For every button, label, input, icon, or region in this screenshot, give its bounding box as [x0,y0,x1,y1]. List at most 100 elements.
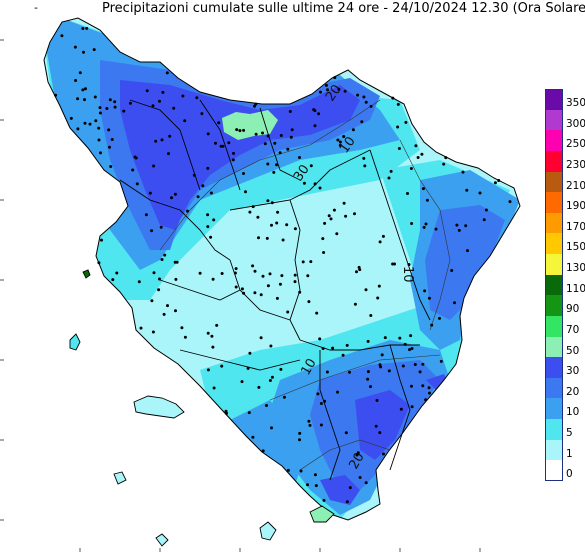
station-dot [430,323,434,327]
station-dot [425,198,429,202]
station-dot [220,364,224,368]
station-dot [220,272,224,275]
station-dot [299,469,303,473]
island-montecristo [155,533,169,547]
legend-swatch [545,357,563,378]
station-dot [183,119,187,123]
station-dot [161,90,165,94]
station-dot [389,169,393,173]
station-dot [355,453,359,457]
station-dot [83,98,86,102]
station-dot [150,229,154,233]
station-dot [210,334,214,338]
legend-label: 70 [566,323,580,336]
station-dot [422,225,426,229]
band-20-30-east [425,205,505,320]
station-dot [358,476,362,479]
station-dot [235,128,239,132]
station-dot [364,100,368,104]
station-dot [309,260,313,264]
island-giannutri [309,505,335,523]
station-dot [254,102,258,106]
station-dot [293,273,297,277]
station-dot [240,287,244,291]
station-dot [375,398,379,402]
station-dots [54,26,512,504]
station-dot [351,128,355,132]
station-dot [363,164,367,168]
station-dot [378,240,382,244]
station-dot [195,96,199,100]
station-dot [279,134,283,137]
station-dot [97,261,101,265]
station-dot [170,196,173,200]
station-dot [508,200,512,204]
station-dot [162,312,166,316]
legend-swatch [545,171,563,193]
station-dot [315,311,319,315]
station-dot [276,210,280,214]
station-dot [302,181,306,185]
station-dot [206,225,210,229]
station-dot [289,135,293,139]
station-dot [326,88,329,92]
station-dot [420,152,424,156]
legend-label: 130 [566,262,585,275]
station-dot [227,141,231,145]
legend-swatch [545,295,563,316]
island-giglio [259,521,277,541]
station-dot [306,483,309,487]
island-capraia [69,333,81,351]
station-dot [270,426,273,430]
station-dot [409,334,413,338]
station-dot [336,138,340,142]
station-dot [242,128,246,132]
station-dot [97,126,101,130]
station-dot [414,144,418,148]
station-dot [345,500,349,504]
station-dot [410,405,414,409]
station-dot [76,127,80,131]
station-dot [109,165,113,168]
station-dot [253,291,257,295]
station-dot [253,269,257,273]
station-dot [336,390,339,394]
station-dot [421,187,425,191]
station-dot [265,236,269,240]
station-dot [344,214,348,218]
station-dot [410,222,414,225]
station-dot [338,143,342,147]
station-dot [321,237,325,241]
station-dot [131,168,135,172]
station-dot [424,222,428,226]
station-dot [319,423,323,427]
station-dot [98,111,102,115]
station-dot [438,316,441,320]
station-dot [348,370,351,374]
station-dot [272,170,276,174]
station-dot [398,336,402,340]
station-dot [465,188,469,192]
station-dot [427,386,431,390]
station-dot [88,122,92,126]
station-dot [453,301,456,305]
station-dot [154,139,158,143]
station-dot [107,128,111,132]
legend-label: 190 [566,200,585,213]
legend-swatch [545,460,563,481]
station-dot [423,289,427,293]
station-dot [317,112,321,116]
color-legend: 350 300 250 230 210 190 170 150 130 110 90 70 50 30 20… [545,89,585,481]
station-dot [73,45,77,49]
station-dot [366,339,370,343]
station-dot [233,271,237,275]
station-dot [76,97,80,101]
station-dot [257,236,260,240]
station-dot [81,88,85,92]
station-dot [133,155,137,159]
station-dot [378,431,382,435]
station-dot [409,167,413,170]
station-dot [478,191,482,195]
station-dot [383,336,387,340]
station-dot [248,210,252,214]
